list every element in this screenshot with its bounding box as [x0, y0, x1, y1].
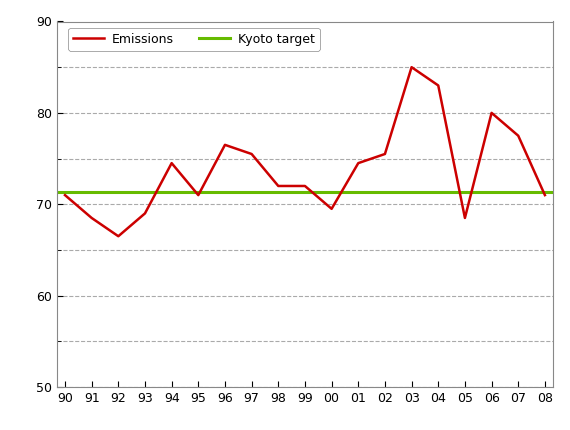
Emissions — [328, 206, 335, 212]
Emissions — [435, 83, 442, 88]
Emissions — [302, 183, 308, 188]
Emissions — [115, 233, 122, 239]
Emissions — [248, 151, 255, 157]
Emissions — [168, 160, 175, 166]
Emissions — [488, 110, 495, 115]
Emissions — [542, 193, 548, 198]
Emissions — [515, 133, 522, 138]
Emissions — [275, 183, 282, 188]
Emissions — [141, 211, 148, 216]
Kyoto target — [88, 190, 95, 195]
Emissions — [381, 151, 388, 157]
Emissions — [195, 193, 202, 198]
Legend: Emissions, Kyoto target: Emissions, Kyoto target — [68, 28, 320, 51]
Emissions — [62, 193, 68, 198]
Emissions — [88, 215, 95, 221]
Emissions — [408, 64, 415, 70]
Kyoto target — [62, 190, 68, 195]
Emissions — [462, 215, 469, 221]
Emissions — [355, 160, 362, 166]
Line: Emissions: Emissions — [65, 67, 545, 236]
Emissions — [222, 142, 229, 147]
